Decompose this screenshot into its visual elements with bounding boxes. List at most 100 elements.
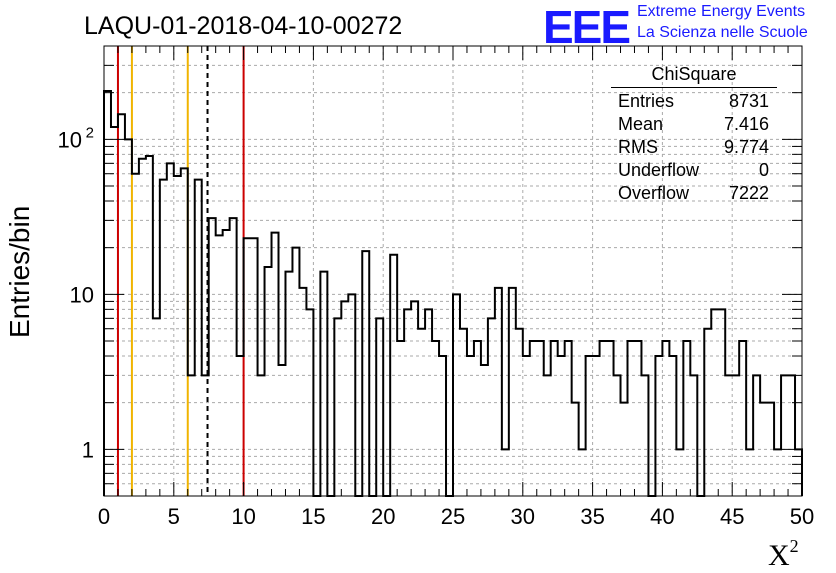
histogram-bin: [474, 341, 481, 496]
histogram-bin: [586, 356, 593, 496]
stats-row-overflow: Overflow 7222: [611, 182, 777, 205]
histogram-bin: [593, 356, 600, 496]
x-tick-label: 40: [650, 504, 674, 529]
histogram-bin: [167, 163, 174, 496]
histogram-bin: [341, 301, 348, 496]
histogram-bin: [558, 356, 565, 496]
stats-label: Entries: [618, 91, 675, 111]
histogram-bin: [634, 341, 641, 496]
histogram-bin: [614, 375, 621, 496]
histogram-bin: [788, 375, 795, 496]
stats-row-rms: RMS 9.774: [611, 136, 777, 159]
x-tick-label: 10: [231, 504, 255, 529]
histogram-bin: [146, 156, 153, 496]
stats-label: Underflow: [618, 160, 700, 180]
histogram-bin: [565, 341, 572, 496]
histogram-bin: [188, 375, 195, 496]
eee-logo: EEE: [543, 1, 631, 53]
histogram-bin: [655, 356, 662, 496]
x-tick-label: 5: [168, 504, 180, 529]
histogram-bin: [753, 375, 760, 496]
histogram-bin: [139, 159, 146, 496]
histogram-bin: [418, 329, 425, 496]
y-tick-label: 10: [70, 282, 94, 307]
stats-value: 9.774: [723, 137, 769, 157]
histogram-bin: [669, 356, 676, 496]
histogram-bin: [600, 341, 607, 496]
histogram-bin: [376, 318, 383, 496]
histogram-bin: [244, 238, 251, 496]
histogram-bin: [628, 341, 635, 496]
histogram-bin: [530, 341, 537, 496]
histogram-bin: [174, 176, 181, 496]
histogram-bin: [460, 329, 467, 496]
x-axis-label: X2: [768, 536, 799, 573]
histogram-bin: [348, 294, 355, 496]
histogram-bin: [153, 318, 160, 496]
histogram-bin: [432, 341, 439, 496]
histogram-bin: [551, 341, 558, 496]
histogram-bin: [279, 365, 286, 496]
x-tick-label: 20: [371, 504, 395, 529]
stats-box: ChiSquare Entries 8731 Mean 7.416 RMS 9.774…: [611, 64, 777, 205]
histogram-bin: [251, 238, 258, 496]
histogram-bin: [690, 375, 697, 496]
histogram-bin: [781, 375, 788, 496]
histogram-bin: [523, 356, 530, 496]
stats-value: 7222: [728, 183, 769, 203]
x-tick-label: 25: [441, 504, 465, 529]
histogram-bin: [411, 301, 418, 496]
histogram-bin: [181, 168, 188, 496]
histogram-bin: [544, 375, 551, 496]
histogram-bin: [516, 329, 523, 496]
stats-title: ChiSquare: [611, 64, 777, 88]
histogram-bin: [439, 356, 446, 496]
histogram-bin: [453, 294, 460, 496]
histogram-bin: [683, 341, 690, 496]
x-tick-label: 35: [580, 504, 604, 529]
histogram-bin: [111, 127, 118, 496]
histogram-bin: [258, 375, 265, 496]
y-tick-label: 10: [58, 127, 82, 152]
x-tick-label: 50: [790, 504, 814, 529]
histogram-bin: [362, 251, 369, 496]
stats-row-underflow: Underflow 0: [611, 159, 777, 182]
histogram-bin: [537, 341, 544, 496]
histogram-bin: [230, 218, 237, 496]
histogram-bin: [334, 318, 341, 496]
stats-label: RMS: [618, 137, 658, 157]
histogram-bin: [607, 341, 614, 496]
histogram-bin: [132, 174, 139, 496]
y-tick-label-sup: 2: [86, 124, 94, 141]
stats-value: 8731: [728, 91, 769, 111]
histogram-bin: [160, 180, 167, 496]
x-axis-label-sup: 2: [789, 536, 799, 556]
stats-value: 0: [758, 160, 769, 180]
histogram-bin: [481, 365, 488, 496]
plot-title: LAQU-01-2018-04-10-00272: [84, 12, 403, 40]
histogram-bin: [397, 341, 404, 496]
histogram-bin: [209, 218, 216, 496]
histogram-bin: [118, 114, 125, 496]
y-tick-label: 1: [82, 437, 94, 462]
histogram-bin: [195, 180, 202, 496]
histogram-bin: [467, 356, 474, 496]
histogram-bin: [104, 91, 111, 496]
eee-line-2: La Scienza nelle Scuole: [637, 24, 808, 41]
histogram-bin: [739, 341, 746, 496]
histogram-bin: [125, 139, 132, 496]
stats-value: 7.416: [723, 114, 769, 134]
stats-row-mean: Mean 7.416: [611, 113, 777, 136]
stats-label: Overflow: [618, 183, 690, 203]
histogram-bin: [488, 318, 495, 496]
histogram-bin: [641, 375, 648, 496]
histogram-bin: [320, 272, 327, 496]
y-axis-label: Entries/bin: [4, 205, 35, 338]
histogram-bin: [725, 375, 732, 496]
histogram-bin: [704, 329, 711, 496]
x-tick-label: 45: [720, 504, 744, 529]
stats-row-entries: Entries 8731: [611, 90, 777, 113]
histogram-bin: [662, 341, 669, 496]
x-axis-label-text: X: [768, 539, 790, 572]
